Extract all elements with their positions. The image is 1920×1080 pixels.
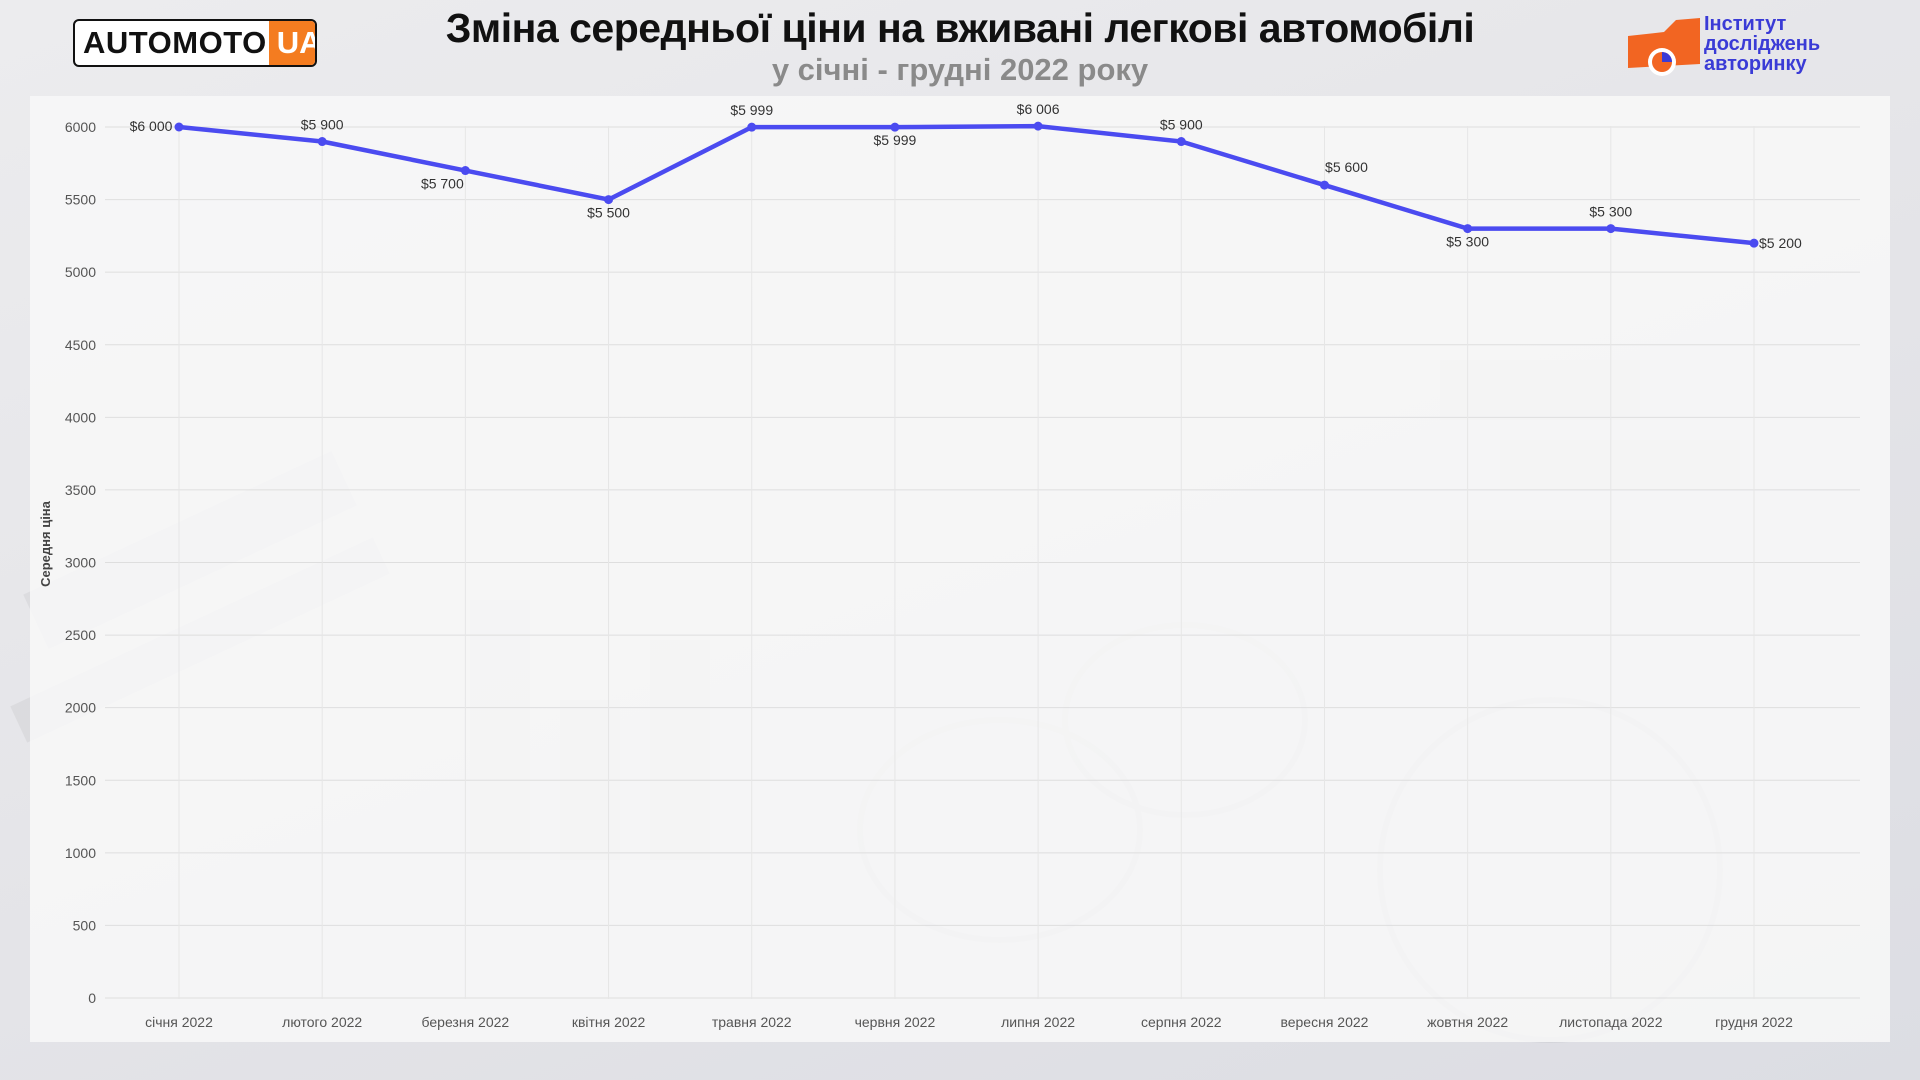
institute-logo-line2: досліджень — [1704, 33, 1821, 55]
y-tick-label: 1500 — [65, 772, 96, 788]
data-point — [460, 166, 470, 176]
data-label: $5 900 — [301, 117, 344, 133]
x-tick-label: січня 2022 — [145, 1014, 213, 1030]
y-tick-label: 5000 — [65, 264, 96, 280]
x-tick-label: травня 2022 — [712, 1014, 792, 1030]
data-label: $5 999 — [873, 132, 916, 148]
data-label: $5 500 — [587, 205, 630, 221]
institute-logo: Інститут досліджень авторинку — [1624, 14, 1864, 80]
series-line — [176, 123, 1757, 246]
chart-title: Зміна середньої ціни на вживані легкові … — [445, 5, 1475, 51]
automoto-logo: AUTOMOTO UA — [73, 19, 317, 67]
chart-series — [174, 121, 1759, 248]
data-label: $5 700 — [421, 176, 464, 192]
institute-logo-line3: авторинку — [1704, 53, 1807, 75]
data-label: $5 200 — [1759, 235, 1802, 251]
data-label: $5 900 — [1160, 117, 1203, 133]
chart-subtitle: у січні - грудні 2022 року — [771, 52, 1149, 87]
x-tick-label: березня 2022 — [422, 1014, 510, 1030]
data-point — [1749, 238, 1759, 248]
data-label: $5 300 — [1446, 234, 1489, 250]
x-tick-label: серпня 2022 — [1141, 1014, 1222, 1030]
data-point — [890, 122, 900, 132]
data-point — [1176, 137, 1186, 147]
chart-grid — [105, 126, 1860, 999]
x-tick-label: червня 2022 — [855, 1014, 936, 1030]
chart-panel: 0 500 1000 1500 2000 2500 3000 3500 4000 4500 5000… — [30, 96, 1890, 1042]
y-tick-label: 5500 — [65, 192, 96, 208]
data-point — [1319, 180, 1329, 190]
data-point — [1033, 121, 1043, 131]
y-tick-label: 4500 — [65, 337, 96, 353]
y-axis-ticks: 0 500 1000 1500 2000 2500 3000 3500 4000 4500 5000… — [65, 119, 96, 1006]
data-point — [317, 137, 327, 147]
x-tick-label: липня 2022 — [1001, 1014, 1075, 1030]
x-tick-label: жовтня 2022 — [1427, 1014, 1508, 1030]
y-tick-label: 3500 — [65, 482, 96, 498]
data-point — [1606, 224, 1616, 234]
data-label: $6 006 — [1017, 101, 1060, 117]
data-point — [747, 122, 757, 132]
x-axis-ticks: січня 2022 лютого 2022 березня 2022 квітня … — [145, 1014, 1793, 1030]
x-tick-label: лютого 2022 — [282, 1014, 362, 1030]
data-labels: $6 000 $5 900 $5 700 $5 500 $5 999 $5 999 $6 0… — [130, 101, 1802, 251]
data-point — [1463, 224, 1473, 234]
automoto-logo-badge: UA — [268, 21, 315, 65]
data-label: $5 999 — [730, 102, 773, 118]
x-tick-label: вересня 2022 — [1280, 1014, 1368, 1030]
y-tick-label: 500 — [73, 917, 97, 933]
data-point — [174, 122, 184, 132]
institute-logo-line1: Інститут — [1704, 13, 1787, 35]
x-tick-label: листопада 2022 — [1559, 1014, 1663, 1030]
data-point — [604, 195, 614, 205]
data-label: $5 600 — [1325, 159, 1368, 175]
x-tick-label: грудня 2022 — [1715, 1014, 1793, 1030]
y-axis-label: Середня ціна — [38, 500, 53, 587]
y-tick-label: 4000 — [65, 409, 96, 425]
y-tick-label: 6000 — [65, 119, 96, 135]
data-label: $6 000 — [130, 118, 173, 134]
y-tick-label: 2000 — [65, 700, 96, 716]
line-chart: 0 500 1000 1500 2000 2500 3000 3500 4000 4500 5000… — [38, 101, 1860, 1030]
y-tick-label: 0 — [88, 990, 96, 1006]
automoto-logo-text: AUTOMOTO — [83, 25, 267, 60]
y-tick-label: 2500 — [65, 627, 96, 643]
y-tick-label: 1000 — [65, 845, 96, 861]
data-label: $5 300 — [1589, 204, 1632, 220]
y-tick-label: 3000 — [65, 555, 96, 571]
institute-logo-icon — [1628, 18, 1700, 76]
x-tick-label: квітня 2022 — [572, 1014, 646, 1030]
